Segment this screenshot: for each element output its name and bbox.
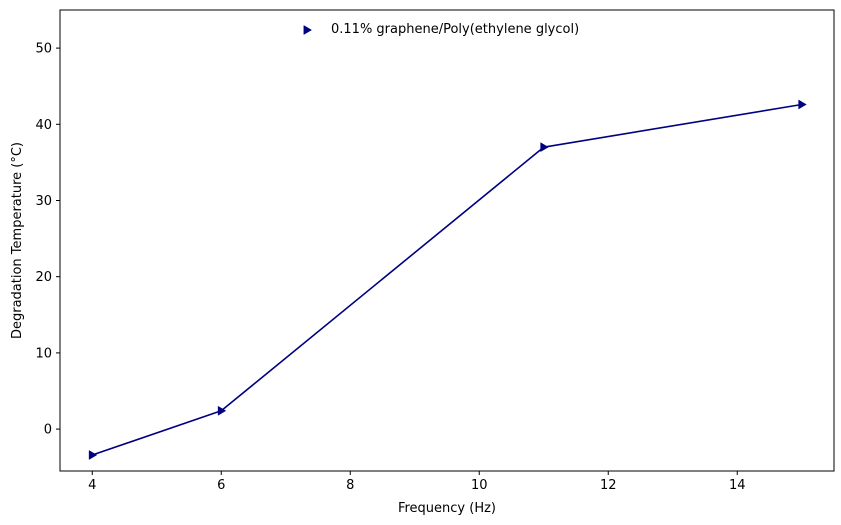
plot-frame <box>59 9 835 472</box>
y-tick-label: 0 <box>44 423 52 438</box>
x-tick-label: 10 <box>471 478 488 493</box>
x-tick-label: 8 <box>346 478 354 493</box>
y-tick-label: 50 <box>35 42 52 57</box>
y-tick-label: 10 <box>35 346 52 361</box>
y-tick-label: 20 <box>35 270 52 285</box>
data-point-marker <box>88 450 98 460</box>
axis-ticks: 4 6 8 10 12 14 0 10 20 30 40 50 <box>35 42 745 493</box>
data-point-marker <box>798 99 807 110</box>
data-point-marker <box>540 142 549 153</box>
x-tick-label: 12 <box>600 478 617 493</box>
x-tick-label: 14 <box>729 478 746 493</box>
legend: 0.11% graphene/Poly(ethylene glycol) <box>303 22 579 37</box>
x-tick-label: 6 <box>217 478 225 493</box>
x-axis-label: Frequency (Hz) <box>398 501 496 516</box>
y-tick-label: 40 <box>35 118 52 133</box>
data-point-marker <box>217 405 227 416</box>
y-tick-label: 30 <box>35 194 52 209</box>
x-tick-label: 4 <box>88 478 96 493</box>
plot-area <box>88 99 807 460</box>
series-line <box>91 103 802 456</box>
y-axis-label: Degradation Temperature (°C) <box>10 142 25 339</box>
legend-marker-icon <box>303 25 312 35</box>
legend-label: 0.11% graphene/Poly(ethylene glycol) <box>331 22 579 37</box>
